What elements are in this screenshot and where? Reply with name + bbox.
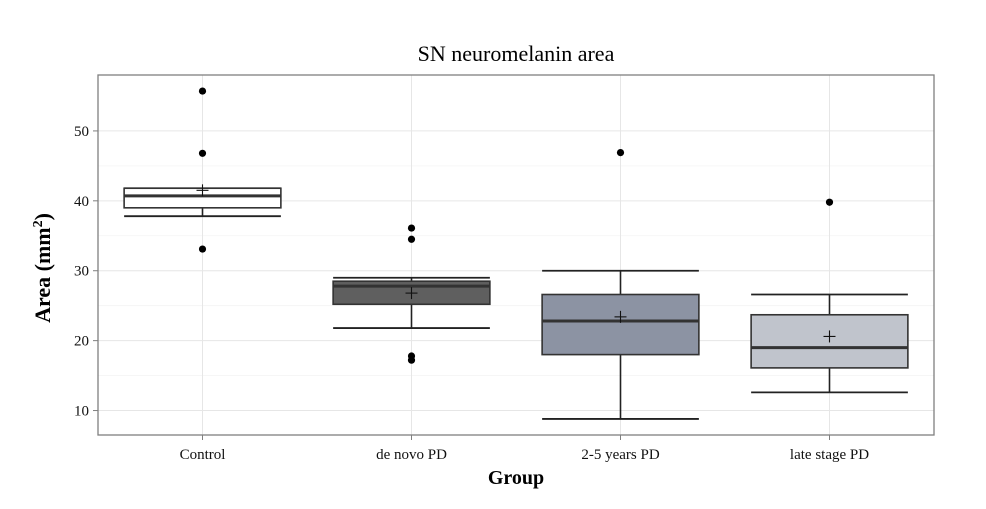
y-tick-label: 20: [74, 334, 89, 350]
y-axis-label: Area (mm2): [30, 213, 55, 323]
box: [750, 313, 909, 369]
y-axis-label-suffix: ): [30, 213, 55, 220]
y-tick-label: 30: [74, 264, 89, 280]
y-tick-label: 10: [74, 404, 89, 420]
x-tick-label: late stage PD: [790, 447, 869, 463]
y-axis-label-superscript: 2: [31, 220, 46, 227]
outlier-point: [198, 149, 207, 157]
x-axis: Control de novo PD 2-5 years PD late stage …: [180, 435, 869, 463]
box-group: [750, 198, 909, 394]
boxes: [123, 87, 909, 420]
x-tick-label: Control: [180, 447, 226, 463]
box-group: [541, 148, 700, 420]
y-axis-label-text: Area (mm: [30, 227, 55, 323]
outlier-point: [407, 224, 416, 232]
y-axis: 10 20 30 40 50: [74, 124, 98, 420]
plot-border: [97, 74, 935, 436]
box-group: [332, 224, 491, 364]
outlier-point: [198, 87, 207, 95]
plot-area: [98, 75, 934, 435]
x-axis-label: Group: [488, 467, 544, 489]
outlier-point: [198, 245, 207, 253]
x-tick-label: de novo PD: [376, 447, 447, 463]
box: [541, 293, 700, 356]
box-group: [123, 87, 282, 253]
y-tick-label: 50: [74, 124, 89, 140]
y-tick-label: 40: [74, 194, 89, 210]
outlier-point: [616, 148, 625, 157]
x-tick-label: 2-5 years PD: [581, 447, 659, 463]
outlier-point: [407, 235, 416, 243]
outlier-point: [407, 356, 416, 364]
chart-title: SN neuromelanin area: [418, 41, 615, 66]
outlier-point: [825, 198, 834, 206]
